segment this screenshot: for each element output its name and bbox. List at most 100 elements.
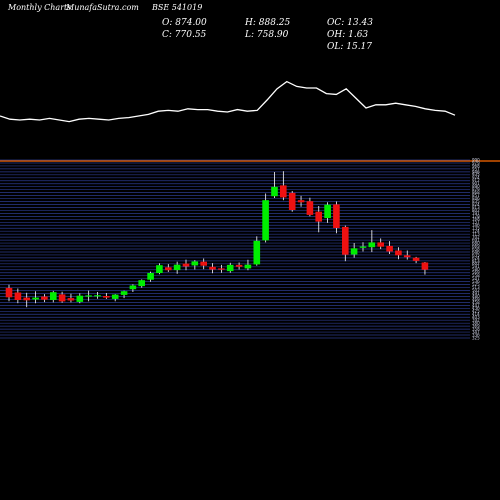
y-tick-label: 502	[472, 288, 480, 293]
y-tick-label: 746	[472, 223, 480, 228]
y-tick-label: 525	[472, 282, 480, 287]
close-value: C: 770.55	[162, 30, 207, 40]
y-tick-label: 835	[472, 199, 480, 204]
candle-body	[368, 242, 376, 248]
candle-body	[156, 265, 163, 273]
y-tick-label: 369	[472, 324, 480, 329]
y-tick-label: 624	[472, 255, 480, 260]
candle-body	[288, 192, 296, 210]
y-tick-label: 768	[472, 217, 480, 222]
y-tick-label: 491	[472, 291, 480, 296]
candle-body	[50, 292, 57, 300]
candle-body	[226, 264, 234, 272]
y-tick-label: 635	[472, 252, 480, 257]
y-tick-label: 469	[472, 297, 480, 302]
y-tick-label: 979	[472, 160, 480, 165]
y-tick-label: 890	[472, 184, 480, 189]
candle-body	[315, 211, 322, 222]
candle-body	[85, 295, 92, 297]
y-tick-label: 924	[472, 175, 480, 180]
high-value: H: 888.25	[244, 18, 291, 28]
open-value: O: 874.00	[162, 18, 207, 28]
candle-body	[76, 295, 84, 302]
ol-value: OL: 15.17	[327, 42, 372, 52]
candle-body	[58, 294, 66, 302]
candle-body	[297, 200, 305, 203]
candle-body	[235, 264, 243, 267]
candle-body	[342, 226, 349, 255]
candle-body	[32, 297, 39, 300]
y-tick-label: 813	[472, 205, 480, 210]
y-tick-label: 735	[472, 226, 480, 231]
y-tick-label: 414	[472, 312, 480, 317]
candle-body	[103, 296, 110, 298]
y-tick-label: 912	[472, 178, 480, 183]
symbol-label: BSE 541019	[151, 3, 202, 12]
y-tick-label: 613	[472, 258, 480, 263]
y-tick-label: 358	[472, 327, 480, 332]
candle-body	[191, 261, 199, 266]
candle-body	[173, 264, 181, 271]
candle-body	[253, 240, 261, 265]
candle-body	[306, 201, 314, 215]
candle-body	[395, 250, 402, 256]
y-tick-label: 591	[472, 264, 480, 269]
site-name: MunafaSutra.com	[65, 3, 139, 12]
y-tick-label: 392	[472, 318, 480, 323]
chart-title: Monthly Charts	[7, 3, 71, 12]
y-tick-label: 480	[472, 294, 480, 299]
y-tick-label: 658	[472, 246, 480, 251]
candle-body	[200, 261, 207, 266]
candle-body	[5, 287, 13, 298]
y-tick-label: 669	[472, 243, 480, 248]
y-tick-label: 901	[472, 181, 480, 186]
candle-body	[377, 242, 384, 247]
candle-body	[209, 266, 216, 270]
candle-body	[271, 186, 278, 197]
candle-body	[23, 297, 30, 301]
candle-body	[94, 295, 101, 297]
low-value: L: 758.90	[244, 30, 289, 40]
candle-body	[412, 257, 420, 261]
y-tick-label: 868	[472, 190, 480, 195]
candle-body	[403, 255, 411, 258]
y-tick-label: 547	[472, 276, 480, 281]
y-tick-label: 447	[472, 303, 480, 308]
y-tick-label: 713	[472, 232, 480, 237]
candle-body	[41, 296, 48, 300]
price-line-panel	[0, 80, 456, 123]
y-tick-label: 702	[472, 235, 480, 240]
y-tick-label: 691	[472, 238, 480, 243]
candle-body	[359, 246, 367, 248]
y-tick-label: 724	[472, 229, 480, 234]
candle-body	[147, 273, 154, 280]
candle-grid: 9909799689579469359249129018908798688578…	[0, 157, 480, 340]
y-tick-label: 879	[472, 187, 480, 192]
y-tick-label: 425	[472, 309, 480, 314]
y-tick-label: 957	[472, 166, 480, 171]
y-tick-label: 458	[472, 300, 480, 305]
y-tick-label: 602	[472, 261, 480, 266]
price-line	[0, 80, 456, 123]
candle-body	[129, 285, 137, 290]
candle-body	[350, 248, 358, 255]
y-tick-label: 757	[472, 220, 480, 225]
y-tick-label: 946	[472, 169, 480, 174]
candle-body	[67, 298, 75, 301]
candle-body	[218, 268, 225, 270]
y-tick-label: 968	[472, 163, 480, 168]
y-tick-label: 403	[472, 315, 480, 320]
candle-body	[182, 263, 190, 267]
y-tick-label: 990	[472, 157, 480, 162]
y-tick-label: 536	[472, 279, 480, 284]
candle-body	[120, 291, 128, 295]
y-tick-label: 569	[472, 270, 480, 275]
y-tick-label: 646	[472, 249, 480, 254]
candlestick-series	[5, 171, 429, 308]
y-tick-label: 824	[472, 202, 480, 207]
candle-body	[262, 200, 269, 241]
candle-body	[138, 280, 145, 287]
oh-value: OH: 1.63	[327, 30, 368, 40]
